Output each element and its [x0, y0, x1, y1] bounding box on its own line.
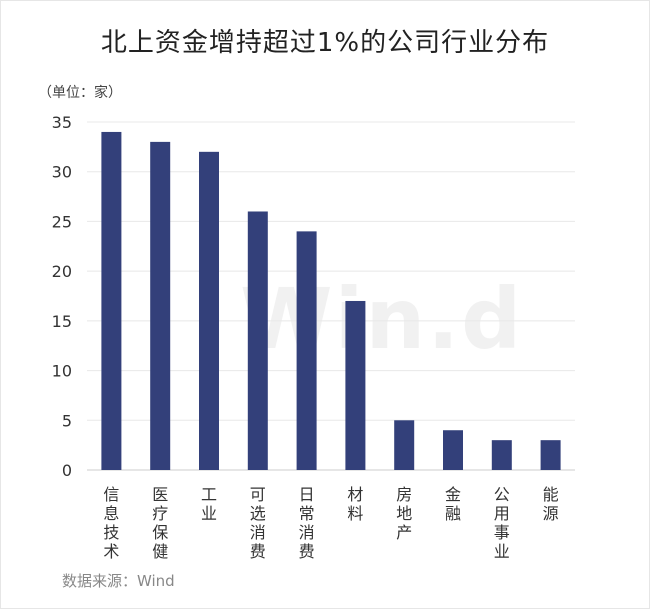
wind-watermark: Win.d	[240, 270, 524, 368]
bar	[296, 231, 317, 470]
bar	[443, 430, 463, 470]
bar	[345, 300, 366, 470]
y-tick-label: 30	[52, 163, 72, 182]
x-tick-label: 信息技术	[103, 485, 119, 561]
bar	[540, 440, 561, 470]
y-tick-label: 5	[62, 411, 72, 430]
x-tick-label: 房地产	[396, 485, 412, 542]
x-tick-label: 公用事业	[494, 485, 510, 561]
y-tick-label: 0	[62, 461, 72, 480]
x-tick-label: 医疗保健	[152, 485, 168, 561]
x-tick-label: 材料	[347, 485, 363, 523]
y-tick-label: 15	[52, 312, 72, 331]
x-tick-label: 工业	[201, 485, 217, 523]
y-tick-label: 20	[52, 262, 72, 281]
x-tick-label: 日常消费	[299, 485, 315, 561]
bar	[491, 440, 512, 470]
unit-label: （单位：家）	[38, 85, 122, 101]
x-tick-label: 可选消费	[250, 485, 266, 561]
bar	[394, 420, 415, 470]
bar	[101, 131, 122, 470]
x-tick-label: 能源	[543, 485, 559, 523]
x-tick-label: 金融	[445, 485, 461, 523]
y-tick-label: 25	[52, 212, 72, 231]
y-tick-label: 35	[52, 113, 72, 132]
y-tick-label: 10	[52, 362, 72, 381]
bar	[199, 151, 219, 471]
source-note: 数据来源：Wind	[62, 572, 175, 590]
bar	[150, 141, 171, 470]
chart-title: 北上资金增持超过1%的公司行业分布	[100, 28, 550, 58]
bar	[247, 211, 268, 470]
